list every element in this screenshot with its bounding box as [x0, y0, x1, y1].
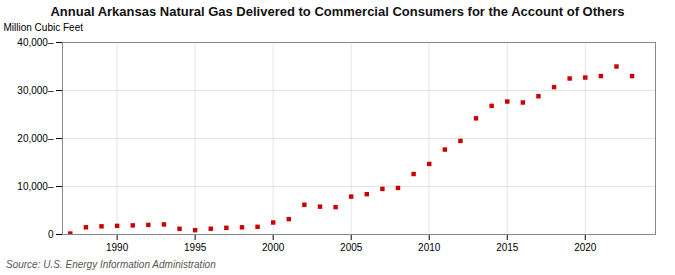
svg-text:Million Cubic Feet: Million Cubic Feet [4, 22, 84, 33]
html-text:Annual Arkansas Natural Gas De: Annual Arkansas Natural Gas Delivered to… [50, 4, 625, 19]
svg-text:2005: 2005 [340, 242, 363, 253]
svg-text:1995: 1995 [184, 242, 207, 253]
svg-text:2010: 2010 [418, 242, 441, 253]
svg-text:40,000–: 40,000– [17, 37, 54, 48]
svg-text:30,000–: 30,000– [17, 85, 54, 96]
svg-text:2020: 2020 [574, 242, 597, 253]
html-text:Source: U.S. Energy Informatio: Source: U.S. Energy Information Administ… [6, 259, 216, 270]
svg-text:1990: 1990 [106, 242, 129, 253]
svg-text:2015: 2015 [496, 242, 519, 253]
svg-text:20,000–: 20,000– [17, 133, 54, 144]
svg-text:0: 0 [48, 229, 54, 240]
svg-text:2000: 2000 [262, 242, 285, 253]
svg-text:10,000–: 10,000– [17, 181, 54, 192]
